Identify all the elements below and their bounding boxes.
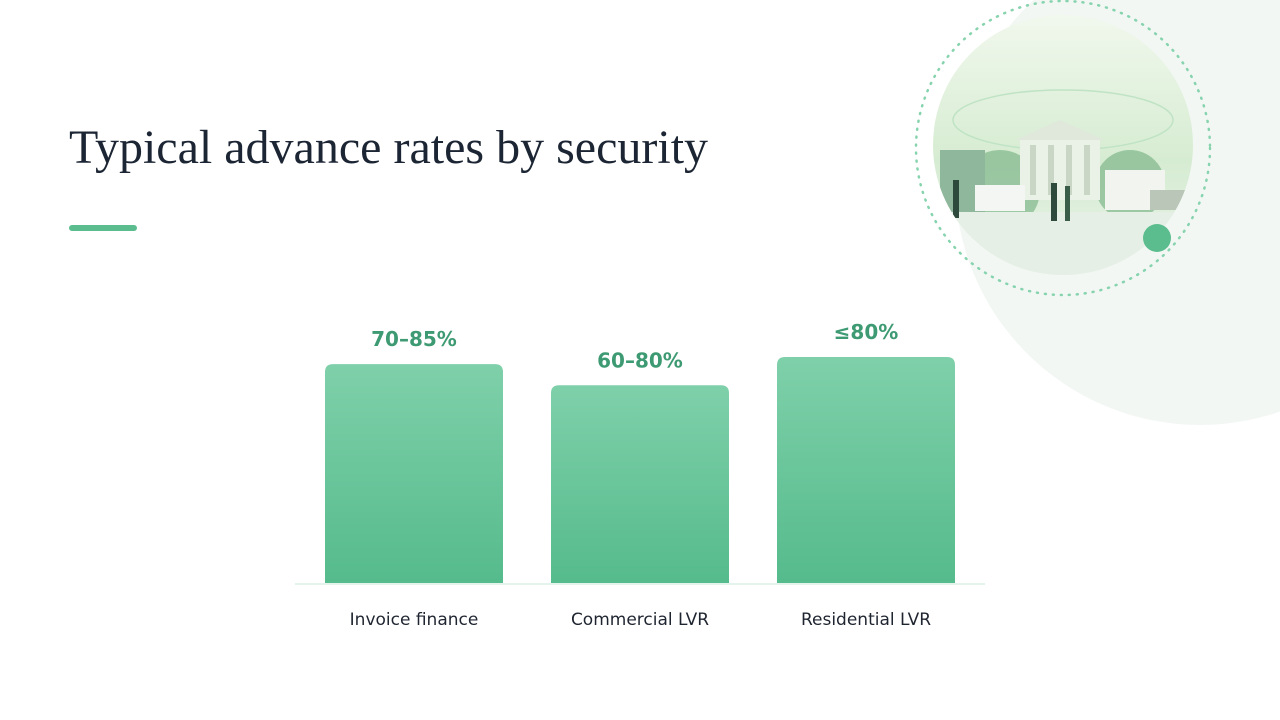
dotted-ring xyxy=(914,0,1212,297)
bar-chart: 70–85% Invoice finance 60–80% Commercial LV… xyxy=(325,320,955,630)
bar xyxy=(325,364,503,583)
category-label: Invoice finance xyxy=(350,610,479,630)
category-label: Residential LVR xyxy=(801,610,931,630)
title-accent xyxy=(69,225,137,231)
slide-title: Typical advance rates by security xyxy=(69,121,708,174)
category-label: Commercial LVR xyxy=(571,610,709,630)
value-label: 70–85% xyxy=(371,327,457,351)
value-label: 60–80% xyxy=(597,348,683,372)
bar xyxy=(777,357,955,583)
value-label: ≤80% xyxy=(834,320,899,344)
accent-dot xyxy=(1143,224,1171,252)
bar xyxy=(551,385,729,583)
